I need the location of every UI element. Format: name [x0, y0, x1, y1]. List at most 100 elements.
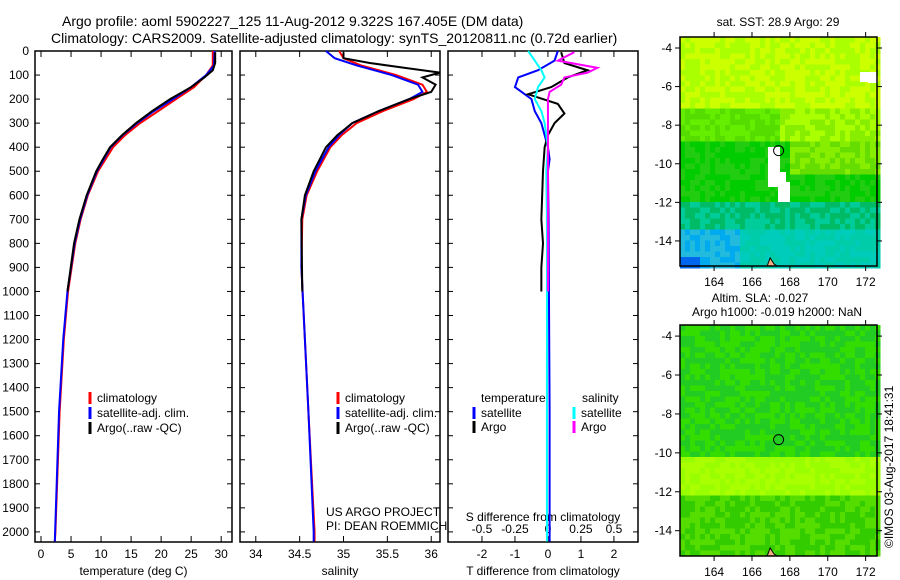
map-cell [845, 174, 851, 181]
map-cell [780, 114, 786, 120]
map-cell [745, 163, 751, 170]
map-cell [815, 207, 821, 214]
map-cell [825, 325, 831, 331]
map-cell [710, 369, 716, 375]
map-cell [800, 325, 806, 331]
map-cell [820, 336, 826, 342]
map-cell [715, 391, 721, 397]
map-cell [685, 517, 691, 524]
map-cell [850, 240, 856, 247]
map-cell [740, 363, 746, 370]
map-cell [730, 457, 736, 463]
map-cell [755, 81, 761, 87]
map-cell [850, 185, 856, 192]
map-cell [705, 479, 711, 485]
map-cell [680, 407, 686, 414]
map-cell [735, 191, 741, 197]
map-cell [685, 70, 691, 76]
map-cell [690, 330, 696, 337]
map-cell [715, 435, 721, 441]
map-cell [755, 473, 761, 480]
map-cell [695, 391, 701, 397]
map-cell [815, 352, 821, 359]
map-cell [785, 147, 791, 153]
map-cell [860, 224, 866, 230]
map-cell [695, 435, 701, 441]
map-cell [770, 440, 776, 447]
map-cell [865, 325, 871, 331]
map-cell [810, 86, 816, 93]
map-cell [820, 125, 826, 131]
map-cell [740, 114, 746, 120]
map-cell [870, 224, 876, 230]
map-cell [710, 501, 716, 507]
map-cell [855, 435, 861, 441]
map-cell [695, 251, 701, 258]
map-cell [715, 136, 721, 142]
map-cell [770, 336, 776, 342]
map-cell [780, 534, 786, 540]
map-cell [820, 180, 826, 186]
map-cell [720, 435, 726, 441]
map-cell [815, 169, 821, 175]
map-cell [860, 369, 866, 375]
map-cell [870, 501, 876, 507]
map-cell [690, 451, 696, 458]
map-cell [710, 330, 716, 337]
map-cell [735, 369, 741, 375]
map-cell [720, 53, 726, 60]
map-cell [705, 86, 711, 93]
map-cell [735, 251, 741, 258]
map-cell [770, 53, 776, 60]
map-cell [760, 435, 766, 441]
map-cell [710, 550, 716, 557]
map-cell [725, 330, 731, 337]
map-cell [845, 130, 851, 137]
map-cell [810, 435, 816, 441]
map-cell [800, 125, 806, 131]
map-cell [720, 468, 726, 474]
map-cell [810, 141, 816, 148]
map-cell [805, 446, 811, 452]
map-cell [865, 37, 871, 43]
map-cell [755, 53, 761, 60]
map-cell [780, 347, 786, 353]
map-cell [740, 352, 746, 359]
map-cell [745, 251, 751, 258]
map-cell [720, 130, 726, 137]
map-cell [720, 218, 726, 225]
map-cell [785, 462, 791, 469]
map-cell [830, 42, 836, 49]
map-cell [800, 114, 806, 120]
map-cell [865, 457, 871, 463]
map-cell [695, 97, 701, 104]
map-cell [835, 424, 841, 430]
map-cell [755, 484, 761, 491]
map-cell [775, 108, 781, 115]
map-cell [700, 108, 706, 115]
map-cell [690, 64, 696, 71]
map-cell [795, 418, 801, 425]
map-cell [870, 457, 876, 463]
map-cell [830, 418, 836, 425]
map-cell [785, 141, 791, 148]
y-tick-label: 900 [9, 260, 29, 274]
map-cell [685, 81, 691, 87]
map-cell [715, 92, 721, 98]
map-cell [850, 152, 856, 159]
map-cell [685, 413, 691, 419]
s-diff-tick-label: -0.5 [472, 522, 493, 536]
map-cell [850, 119, 856, 126]
map-cell [820, 257, 826, 263]
map-cell [805, 114, 811, 120]
map-cell [860, 174, 866, 181]
map-cell [815, 218, 821, 225]
map-cell [855, 363, 861, 370]
map-cell [785, 446, 791, 452]
map-cell [770, 495, 776, 502]
map-cell [720, 446, 726, 452]
map-cell [775, 130, 781, 137]
map-cell [720, 48, 726, 54]
map-cell [760, 130, 766, 137]
map-cell [720, 523, 726, 529]
